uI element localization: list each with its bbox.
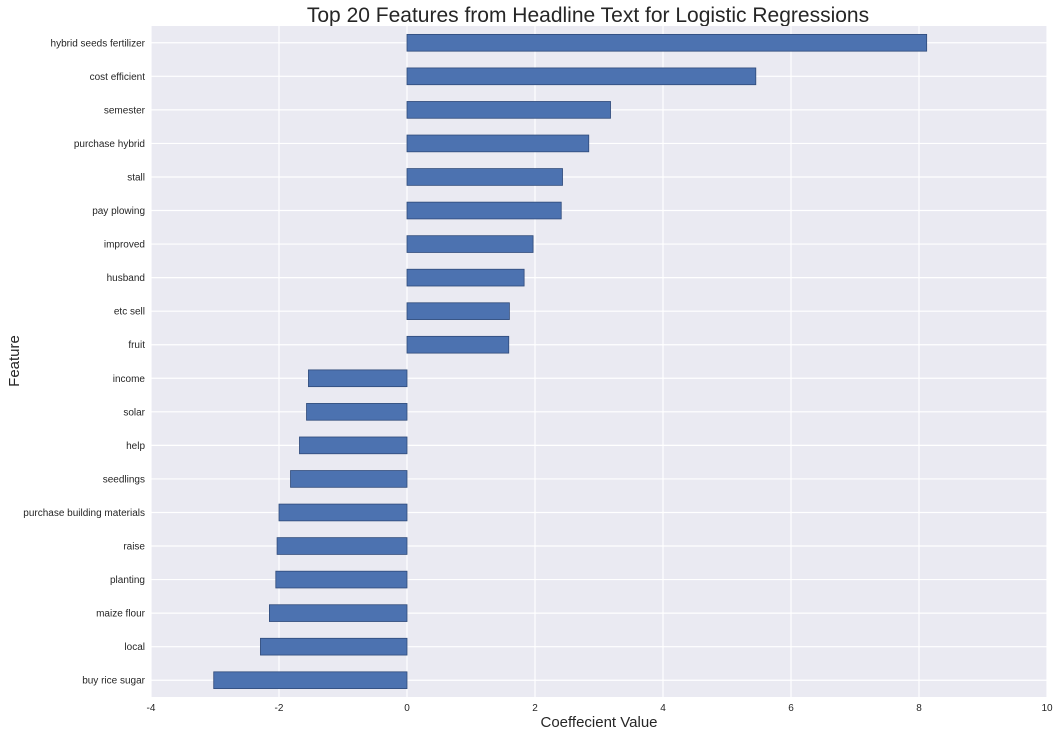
y-category-label: etc sell xyxy=(114,307,145,318)
x-tick-label: 4 xyxy=(660,703,666,714)
x-tick-label: -2 xyxy=(275,703,284,714)
bar xyxy=(306,403,408,421)
bar xyxy=(406,33,928,52)
y-category-label: local xyxy=(124,642,145,653)
y-category-label: income xyxy=(113,374,146,385)
y-category-label: solar xyxy=(123,407,145,418)
x-axis-label: Coeffecient Value xyxy=(540,714,657,731)
bar xyxy=(406,335,510,354)
bar xyxy=(213,671,408,690)
bar xyxy=(406,134,590,153)
x-tick-label: 10 xyxy=(1041,703,1053,714)
x-tick-label: 0 xyxy=(404,703,410,714)
x-tick-label: 6 xyxy=(788,703,794,714)
bar xyxy=(406,235,534,253)
y-axis-label: Feature xyxy=(6,335,23,387)
y-category-labels: hybrid seeds fertilizer cost efficient sem… xyxy=(23,38,145,686)
y-category-label: planting xyxy=(110,575,145,586)
y-category-label: seedlings xyxy=(103,474,145,485)
bar xyxy=(260,637,408,656)
chart-title: Top 20 Features from Headline Text for L… xyxy=(307,4,869,27)
plot-area xyxy=(151,26,1047,697)
bar xyxy=(275,570,408,589)
bar xyxy=(276,537,408,555)
y-category-label: stall xyxy=(127,172,145,183)
y-category-label: hybrid seeds fertilizer xyxy=(51,38,146,49)
y-category-label: buy rice sugar xyxy=(82,676,145,687)
bar xyxy=(268,604,408,622)
y-category-label: improved xyxy=(104,240,145,251)
y-category-label: purchase hybrid xyxy=(74,139,145,150)
y-category-label: purchase building materials xyxy=(23,508,145,519)
y-category-label: raise xyxy=(123,542,145,553)
bars xyxy=(213,33,928,690)
y-category-label: semester xyxy=(104,105,146,116)
y-category-label: help xyxy=(126,441,145,452)
x-tick-label: 2 xyxy=(532,703,538,714)
bar xyxy=(278,503,408,522)
bar xyxy=(406,268,525,287)
bar xyxy=(299,436,408,455)
y-category-label: fruit xyxy=(128,340,145,351)
x-tick-labels: -4 -2 0 2 4 6 8 10 xyxy=(147,703,1053,714)
grid-lines xyxy=(150,26,1048,697)
x-tick-label: -4 xyxy=(147,703,156,714)
bar xyxy=(406,201,562,220)
bar xyxy=(406,168,563,186)
bar xyxy=(406,101,611,119)
y-category-label: maize flour xyxy=(96,609,146,620)
bar xyxy=(406,67,757,86)
bar xyxy=(406,302,510,320)
y-category-label: cost efficient xyxy=(90,72,146,83)
bar xyxy=(290,470,408,488)
y-category-label: husband xyxy=(107,273,145,284)
bar xyxy=(308,369,408,388)
x-tick-label: 8 xyxy=(916,703,922,714)
y-category-label: pay plowing xyxy=(92,206,145,217)
